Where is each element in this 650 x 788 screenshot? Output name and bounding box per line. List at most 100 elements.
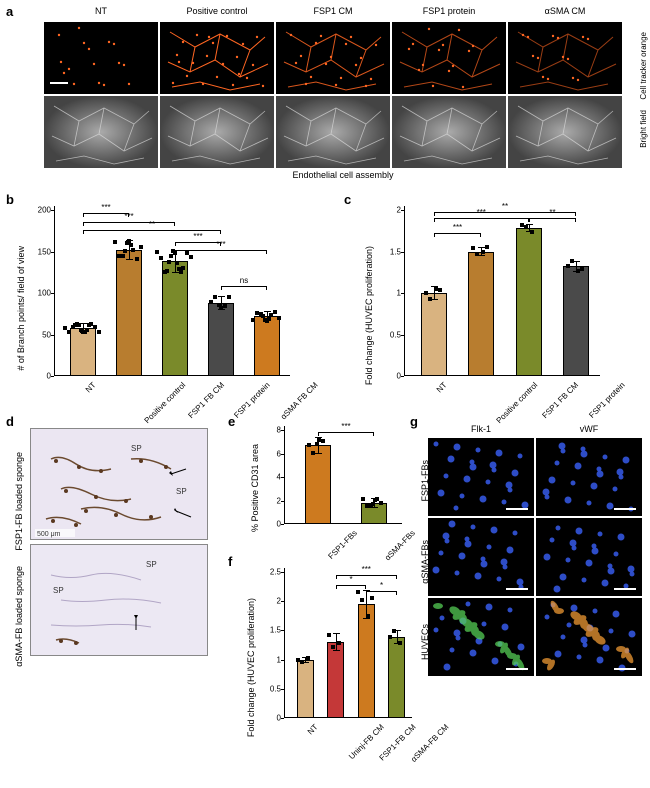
bar	[208, 303, 233, 376]
ytick: 1.5	[270, 626, 284, 635]
panel-a-col: FSP1 CM	[276, 6, 390, 168]
ytick: 0	[397, 372, 404, 381]
micro-bf-image	[160, 96, 274, 168]
micro-bf-image	[276, 96, 390, 168]
bar	[563, 266, 589, 376]
fluor-header-flk1: Flk-1	[428, 424, 534, 438]
ytick: 0	[47, 372, 54, 381]
sig-text: ***	[453, 223, 462, 232]
fluor-image	[428, 518, 534, 596]
sig-text: ***	[477, 208, 486, 217]
histo-image-asma: SP SP	[30, 544, 208, 656]
histo-svg-2: SP SP	[31, 545, 208, 656]
bar	[70, 328, 95, 376]
xlabel: FSP1 FB CM	[540, 380, 580, 420]
bar	[297, 660, 314, 718]
fluor-image	[536, 518, 642, 596]
row-label-orange: Cell tracker orange	[639, 32, 648, 100]
micro-orange-image	[160, 22, 274, 94]
panel-a-col: FSP1 protein	[392, 6, 506, 168]
micro-orange-image	[508, 22, 622, 94]
chart-e: % Positive CD31 area 02468FSP1-FBsαSMA-F…	[284, 426, 402, 544]
fluor-image	[428, 598, 534, 676]
histo-label-1: FSP1-FB loaded sponge	[14, 452, 24, 551]
ytick: 0	[277, 714, 284, 723]
sig-text: ns	[240, 276, 248, 285]
panel-a-col-header: αSMA CM	[508, 6, 622, 20]
fluor-header-vwf: vWF	[536, 424, 642, 438]
panel-label-f: f	[228, 554, 232, 569]
chart-b: # of Branch points/ field of view 050100…	[54, 206, 290, 396]
fluor-row-2: αSMA-FBs	[420, 540, 430, 584]
histo-image-fsp1: SP SP 500 μm	[30, 428, 208, 540]
ytick: 2	[277, 496, 284, 505]
sig-text: ***	[216, 240, 225, 249]
sig-text: ***	[101, 203, 110, 212]
ytick: 1.5	[390, 247, 404, 256]
histo-svg-1: SP SP 500 μm	[31, 429, 208, 540]
panel-label-g: g	[410, 414, 418, 429]
panel-a-col: NT	[44, 6, 158, 168]
ytick: 8	[277, 426, 284, 435]
ytick: 0.5	[390, 330, 404, 339]
sig-text: ***	[341, 422, 350, 431]
histo-label-2: αSMA-FB loaded sponge	[14, 566, 24, 667]
sig-text: ***	[193, 232, 202, 241]
sp-text: SP	[131, 444, 142, 453]
bar	[516, 228, 542, 376]
bar	[327, 642, 344, 718]
panel-label-d: d	[6, 414, 14, 429]
panel-a-caption: Endothelial cell assembly	[44, 170, 642, 180]
sig-text: ***	[362, 565, 371, 574]
xlabel: Positive control	[495, 380, 540, 425]
xlabel: FSP1 protein	[232, 380, 271, 419]
panel-a-col-header: FSP1 protein	[392, 6, 506, 20]
ytick: 200	[38, 206, 54, 215]
micro-orange-image	[276, 22, 390, 94]
xlabel: NT	[306, 722, 320, 736]
xlabel: αSMA-FBs	[383, 528, 417, 562]
panel-a-col: Positive control	[160, 6, 274, 168]
ytick: 1	[277, 655, 284, 664]
xlabel: FSP1-FBs	[326, 528, 358, 560]
svg-text:500 μm: 500 μm	[37, 531, 61, 538]
xlabel: Positive control	[143, 380, 188, 425]
bar	[305, 445, 330, 524]
fluor-row-1: FSP1-FBs	[420, 460, 430, 502]
chart-c-ytitle: Fold change (HUVEC proliferation)	[364, 246, 374, 385]
micro-bf-image	[392, 96, 506, 168]
ytick: 4	[277, 473, 284, 482]
bar	[254, 316, 279, 376]
panel-label-c: c	[344, 192, 351, 207]
panel-g: Flk-1 vWF	[428, 424, 642, 678]
chart-b-ytitle: # of Branch points/ field of view	[16, 246, 26, 371]
ytick: 100	[38, 289, 54, 298]
micro-orange-image	[392, 22, 506, 94]
fluor-row-3: HUVECs	[420, 624, 430, 660]
micro-bf-image	[44, 96, 158, 168]
chart-f: Fold change (HUVEC proliferation) 00.511…	[284, 568, 412, 738]
ytick: 2	[277, 597, 284, 606]
fluor-image	[536, 438, 642, 516]
sig-text: *	[349, 575, 352, 584]
bar	[162, 261, 187, 376]
sig-text: ***	[124, 212, 133, 221]
row-label-bf: Bright field	[639, 110, 648, 148]
bar	[468, 252, 494, 377]
svg-text:SP: SP	[176, 487, 187, 496]
sig-text: **	[502, 202, 508, 211]
xlabel: NT	[435, 380, 449, 394]
xlabel: αSMA FB CM	[279, 380, 320, 421]
micro-orange-image	[44, 22, 158, 94]
panel-a: NTPositive controlFSP1 CMFSP1 proteinαSM…	[8, 6, 642, 180]
bar	[421, 293, 447, 376]
bar	[388, 637, 405, 718]
fluor-image	[428, 438, 534, 516]
panel-a-col-header: Positive control	[160, 6, 274, 20]
svg-text:SP: SP	[53, 586, 64, 595]
xlabel: FSP1 protein	[588, 380, 627, 419]
sig-text: **	[149, 220, 155, 229]
ytick: 2	[397, 206, 404, 215]
ytick: 1	[397, 289, 404, 298]
chart-e-ytitle: % Positive CD31 area	[250, 444, 260, 532]
